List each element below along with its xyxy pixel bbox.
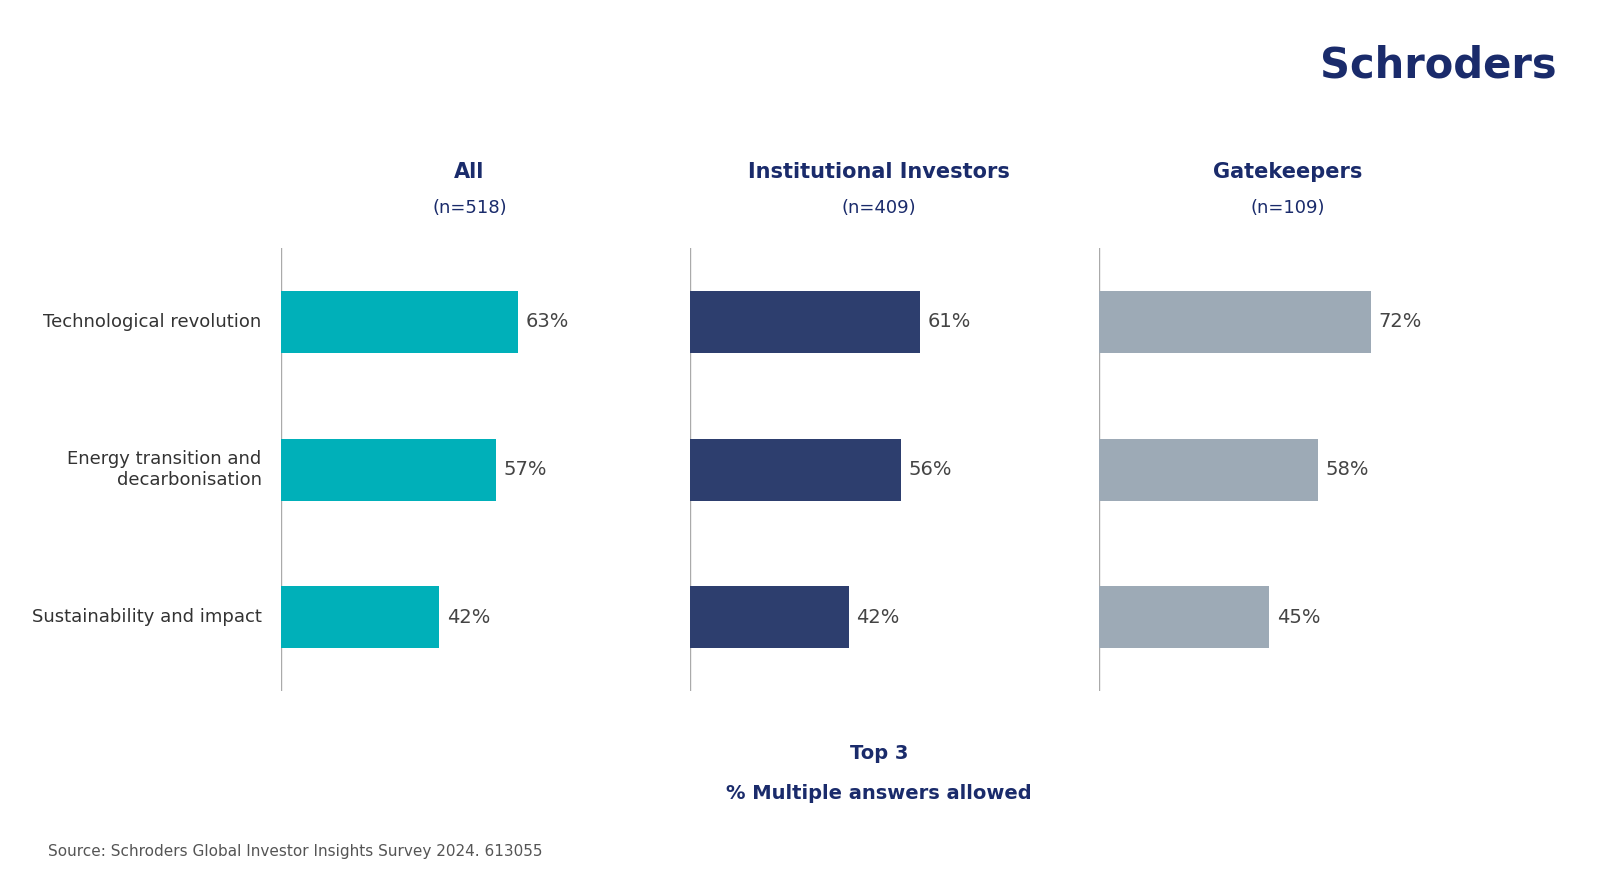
Text: Technological revolution: Technological revolution — [43, 313, 262, 330]
Text: Top 3: Top 3 — [849, 744, 908, 763]
Text: 45%: 45% — [1276, 608, 1321, 626]
Text: All: All — [454, 161, 485, 182]
Text: 57%: 57% — [504, 460, 547, 479]
Text: 72%: 72% — [1379, 313, 1422, 331]
Bar — [281, 587, 440, 649]
Text: (n=518): (n=518) — [432, 199, 507, 217]
Text: 58%: 58% — [1326, 460, 1369, 479]
Text: Source: Schroders Global Investor Insights Survey 2024. 613055: Source: Schroders Global Investor Insigh… — [48, 844, 542, 859]
Text: Sustainability and impact: Sustainability and impact — [32, 609, 262, 626]
Bar — [281, 291, 518, 353]
Text: Energy transition and
decarbonisation: Energy transition and decarbonisation — [67, 450, 262, 489]
Bar — [281, 439, 496, 501]
Text: Schroders: Schroders — [1321, 44, 1557, 86]
Bar — [690, 291, 920, 353]
Text: 56%: 56% — [908, 460, 952, 479]
Bar — [690, 439, 902, 501]
Text: Institutional Investors: Institutional Investors — [748, 161, 1010, 182]
Text: 63%: 63% — [526, 313, 570, 331]
Text: 42%: 42% — [855, 608, 899, 626]
Text: % Multiple answers allowed: % Multiple answers allowed — [725, 784, 1032, 803]
Text: Gatekeepers: Gatekeepers — [1213, 161, 1363, 182]
Text: (n=409): (n=409) — [841, 199, 916, 217]
Bar — [1099, 291, 1371, 353]
Text: 61%: 61% — [928, 313, 971, 331]
Bar — [1099, 587, 1270, 649]
Text: 42%: 42% — [446, 608, 490, 626]
Bar — [690, 587, 849, 649]
Text: (n=109): (n=109) — [1250, 199, 1326, 217]
Bar — [1099, 439, 1318, 501]
